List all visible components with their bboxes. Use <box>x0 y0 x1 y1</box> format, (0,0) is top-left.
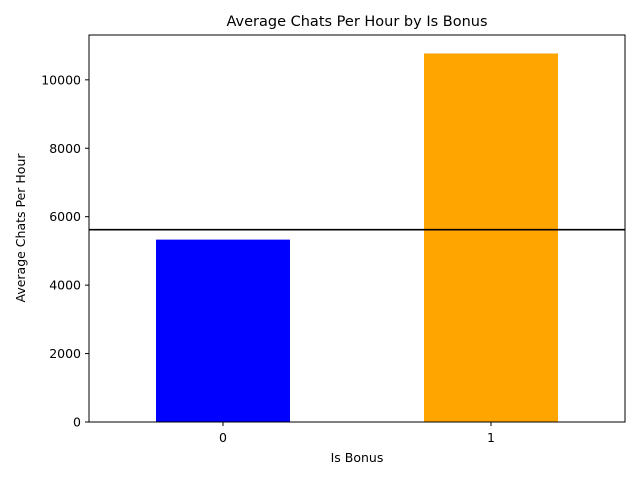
y-tick-label: 6000 <box>49 209 81 224</box>
y-tick-label: 8000 <box>49 141 81 156</box>
x-axis-label: Is Bonus <box>331 450 384 465</box>
x-tick-label: 1 <box>487 430 495 445</box>
x-tick-label: 0 <box>219 430 227 445</box>
y-tick-label: 4000 <box>49 278 81 293</box>
y-tick-label: 10000 <box>41 72 81 87</box>
bar-1 <box>424 53 558 423</box>
y-axis-label: Average Chats Per Hour <box>13 153 28 303</box>
plot-frame <box>88 34 626 423</box>
y-tick-label: 0 <box>73 415 81 430</box>
chart-title: Average Chats Per Hour by Is Bonus <box>226 14 487 30</box>
y-tick-label: 2000 <box>49 346 81 361</box>
bar-0 <box>156 239 290 422</box>
